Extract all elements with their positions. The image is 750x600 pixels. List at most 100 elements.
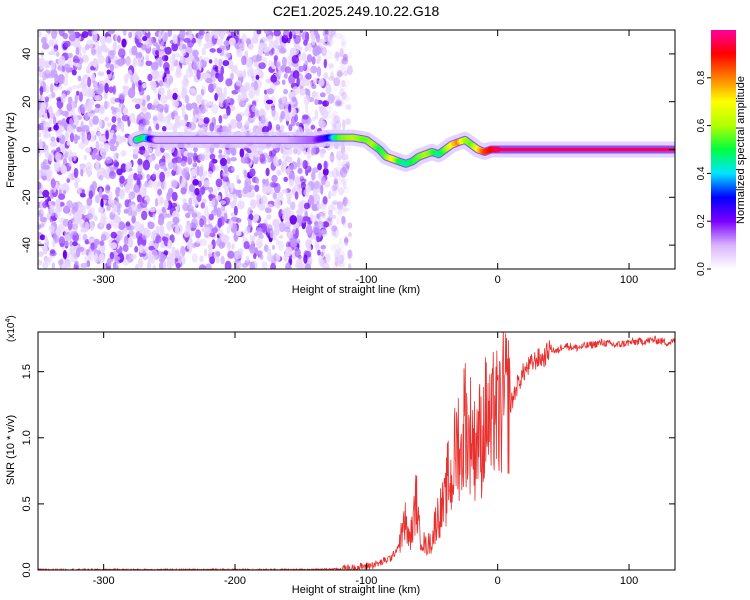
noise-blob — [251, 55, 260, 63]
noise-blob — [287, 149, 293, 155]
noise-blob — [82, 82, 88, 90]
noise-blob — [249, 168, 256, 177]
noise-blob — [76, 247, 81, 258]
noise-blob — [181, 103, 186, 113]
noise-blob — [141, 210, 148, 221]
noise-blob — [153, 243, 159, 249]
noise-blob — [166, 75, 173, 85]
noise-blob — [331, 229, 337, 236]
noise-blob — [302, 114, 309, 120]
noise-blob — [335, 99, 343, 106]
noise-blob — [329, 151, 335, 163]
noise-blob — [219, 32, 225, 40]
noise-blob — [263, 244, 269, 253]
noise-blob — [256, 194, 262, 200]
noise-blob — [49, 249, 56, 254]
noise-blob — [259, 254, 264, 261]
noise-blob — [341, 160, 348, 169]
noise-blob — [49, 189, 55, 199]
noise-blob — [53, 124, 59, 131]
noise-blob — [275, 239, 280, 246]
noise-blob — [42, 244, 48, 255]
noise-blob — [306, 81, 313, 88]
noise-blob — [334, 100, 342, 107]
noise-blob — [93, 107, 100, 114]
noise-blob — [141, 245, 147, 254]
noise-blob — [230, 147, 237, 156]
noise-blob — [341, 91, 347, 101]
noise-blob — [181, 82, 187, 93]
noise-blob — [342, 163, 349, 174]
noise-blob — [209, 232, 216, 238]
noise-blob — [320, 229, 328, 235]
noise-blob — [86, 197, 93, 206]
noise-blob — [290, 161, 298, 170]
noise-blob — [39, 85, 44, 96]
noise-blob — [78, 51, 82, 58]
noise-blob — [312, 116, 316, 122]
snr-series-line — [38, 332, 675, 570]
noise-blob — [74, 94, 78, 104]
noise-blob — [329, 119, 337, 126]
noise-blob — [91, 48, 97, 56]
noise-blob — [51, 91, 56, 98]
noise-blob — [341, 59, 348, 65]
noise-blob — [319, 92, 326, 98]
noise-blob — [241, 33, 247, 44]
noise-blob — [172, 92, 178, 100]
noise-blob — [265, 99, 274, 105]
colorbar-ticks: 0.0 0.2 0.4 0.6 0.8 — [696, 70, 711, 276]
noise-blob — [68, 157, 73, 167]
noise-blob — [140, 106, 148, 113]
noise-blob — [136, 98, 143, 105]
noise-blob — [94, 216, 98, 221]
noise-blob — [117, 117, 122, 123]
noise-blob — [322, 221, 330, 228]
noise-blob — [97, 46, 102, 55]
noise-blob — [256, 227, 263, 236]
noise-blob — [60, 93, 66, 103]
noise-blob — [256, 30, 262, 35]
noise-blob — [278, 234, 284, 240]
noise-blob — [105, 36, 112, 44]
noise-blob — [54, 73, 59, 85]
noise-blob — [155, 225, 160, 234]
noise-blob — [215, 86, 223, 94]
noise-blob — [162, 236, 166, 242]
noise-blob — [281, 79, 286, 85]
noise-blob — [285, 168, 290, 175]
noise-blob — [197, 153, 203, 161]
noise-blob — [308, 258, 313, 263]
noise-blob — [243, 186, 249, 195]
noise-blob — [146, 94, 151, 102]
noise-blob — [207, 101, 214, 106]
noise-blob — [205, 77, 213, 84]
noise-blob — [226, 157, 231, 165]
noise-blob — [159, 225, 164, 231]
noise-blob — [163, 167, 168, 172]
noise-blob — [78, 233, 82, 242]
noise-blob — [43, 112, 48, 120]
noise-blob — [70, 254, 78, 263]
noise-blob — [134, 246, 139, 253]
colorbar-tick-label: 0.6 — [696, 118, 707, 132]
noise-blob — [322, 262, 330, 269]
noise-blob — [110, 129, 115, 135]
noise-blob — [140, 187, 146, 198]
noise-blob — [98, 253, 106, 263]
noise-blob — [47, 30, 52, 35]
noise-blob — [236, 120, 243, 129]
noise-blob — [86, 69, 91, 74]
noise-blob — [141, 44, 147, 51]
noise-blob — [105, 62, 111, 69]
noise-blob — [205, 263, 212, 269]
noise-blob — [58, 55, 66, 65]
snr-plot-area — [38, 332, 675, 570]
noise-blob — [181, 90, 187, 97]
noise-blob — [100, 221, 104, 229]
noise-blob — [124, 199, 130, 208]
noise-blob — [66, 178, 70, 183]
noise-blob — [333, 260, 338, 269]
noise-blob — [92, 58, 98, 68]
noise-blob — [290, 116, 296, 127]
